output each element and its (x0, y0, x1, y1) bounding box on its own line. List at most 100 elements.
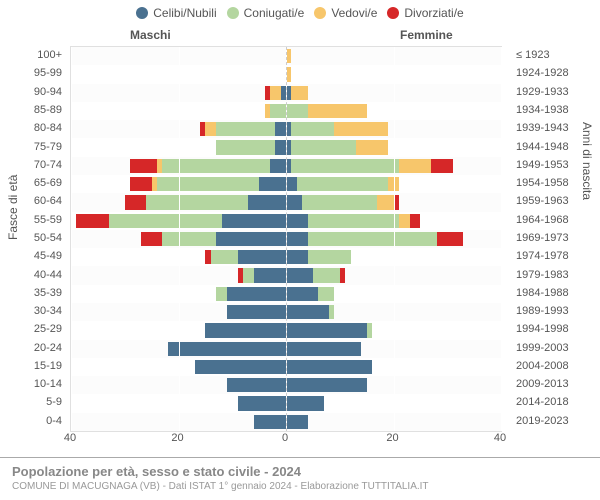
footer-title: Popolazione per età, sesso e stato civil… (12, 464, 588, 479)
age-tick: 25-29 (0, 320, 66, 338)
segment-cel (227, 305, 286, 319)
segment-con (367, 323, 372, 337)
segment-cel (275, 140, 286, 154)
age-tick: 45-49 (0, 247, 66, 265)
segment-con (291, 159, 399, 173)
segment-cel (216, 232, 286, 246)
legend-label: Celibi/Nubili (153, 6, 216, 20)
birth-tick: 1934-1938 (516, 101, 600, 119)
age-tick: 75-79 (0, 137, 66, 155)
segment-div (431, 159, 453, 173)
footer-subtitle: COMUNE DI MACUGNAGA (VB) - Dati ISTAT 1°… (12, 481, 588, 492)
segment-cel (254, 268, 286, 282)
bar-female (286, 305, 334, 319)
legend-dot (387, 7, 399, 19)
segment-cel (238, 396, 286, 410)
bar-female (286, 122, 388, 136)
segment-con (216, 122, 275, 136)
bar-female (286, 360, 372, 374)
birth-tick: 1989-1993 (516, 302, 600, 320)
legend-dot (314, 7, 326, 19)
bar-female (286, 250, 351, 264)
age-tick: 10-14 (0, 375, 66, 393)
segment-ved (205, 122, 216, 136)
segment-con (270, 104, 286, 118)
chart-footer: Popolazione per età, sesso e stato civil… (0, 457, 600, 500)
segment-con (216, 287, 227, 301)
age-tick: 0-4 (0, 412, 66, 430)
legend-dot (227, 7, 239, 19)
center-divider (286, 47, 287, 431)
bar-male (195, 360, 286, 374)
segment-con (297, 177, 388, 191)
segment-con (109, 214, 222, 228)
legend-item: Vedovi/e (314, 6, 377, 20)
segment-cel (168, 342, 286, 356)
segment-div (340, 268, 345, 282)
segment-cel (270, 159, 286, 173)
bar-male (265, 86, 287, 100)
x-tick: 0 (282, 432, 288, 444)
segment-cel (222, 214, 287, 228)
bar-male (200, 122, 286, 136)
age-tick: 15-19 (0, 357, 66, 375)
bar-female (286, 232, 463, 246)
age-tick: 30-34 (0, 302, 66, 320)
legend-item: Celibi/Nubili (136, 6, 216, 20)
x-tick: 20 (171, 432, 183, 444)
birth-tick: 2014-2018 (516, 393, 600, 411)
bar-female (286, 378, 367, 392)
segment-ved (270, 86, 281, 100)
legend-label: Vedovi/e (331, 6, 377, 20)
segment-con (313, 268, 340, 282)
y-axis-birth: ≤ 19231924-19281929-19331934-19381939-19… (510, 46, 600, 430)
segment-div (130, 177, 152, 191)
legend: Celibi/NubiliConiugati/eVedovi/eDivorzia… (0, 0, 600, 20)
age-tick: 20-24 (0, 339, 66, 357)
bar-male (254, 415, 286, 429)
birth-tick: 1994-1998 (516, 320, 600, 338)
segment-con (146, 195, 248, 209)
birth-tick: 1999-2003 (516, 339, 600, 357)
bar-male (130, 177, 286, 191)
segment-cel (286, 323, 367, 337)
segment-con (211, 250, 238, 264)
birth-tick: 1929-1933 (516, 83, 600, 101)
segment-con (162, 232, 216, 246)
age-tick: 95-99 (0, 64, 66, 82)
legend-label: Divorziati/e (404, 6, 463, 20)
segment-cel (286, 250, 308, 264)
birth-tick: 1979-1983 (516, 265, 600, 283)
y-axis-right-title: Anni di nascita (580, 122, 594, 200)
segment-cel (205, 323, 286, 337)
segment-cel (286, 396, 324, 410)
birth-tick: 1924-1928 (516, 64, 600, 82)
segment-con (216, 140, 275, 154)
segment-cel (286, 268, 313, 282)
segment-con (286, 104, 308, 118)
bar-female (286, 86, 308, 100)
segment-div (76, 214, 108, 228)
segment-cel (286, 195, 302, 209)
segment-ved (308, 104, 367, 118)
legend-dot (136, 7, 148, 19)
bar-female (286, 287, 334, 301)
bar-male (227, 305, 286, 319)
segment-div (141, 232, 163, 246)
bar-female (286, 104, 367, 118)
segment-con (302, 195, 377, 209)
birth-tick: 2009-2013 (516, 375, 600, 393)
segment-cel (259, 177, 286, 191)
plot-area (70, 46, 502, 432)
age-tick: 5-9 (0, 393, 66, 411)
birth-tick: 1969-1973 (516, 229, 600, 247)
segment-ved (291, 86, 307, 100)
segment-con (318, 287, 334, 301)
age-tick: 70-74 (0, 156, 66, 174)
bar-male (265, 104, 287, 118)
bar-female (286, 159, 453, 173)
age-tick: 85-89 (0, 101, 66, 119)
segment-div (130, 159, 157, 173)
segment-ved (377, 195, 393, 209)
segment-div (410, 214, 421, 228)
